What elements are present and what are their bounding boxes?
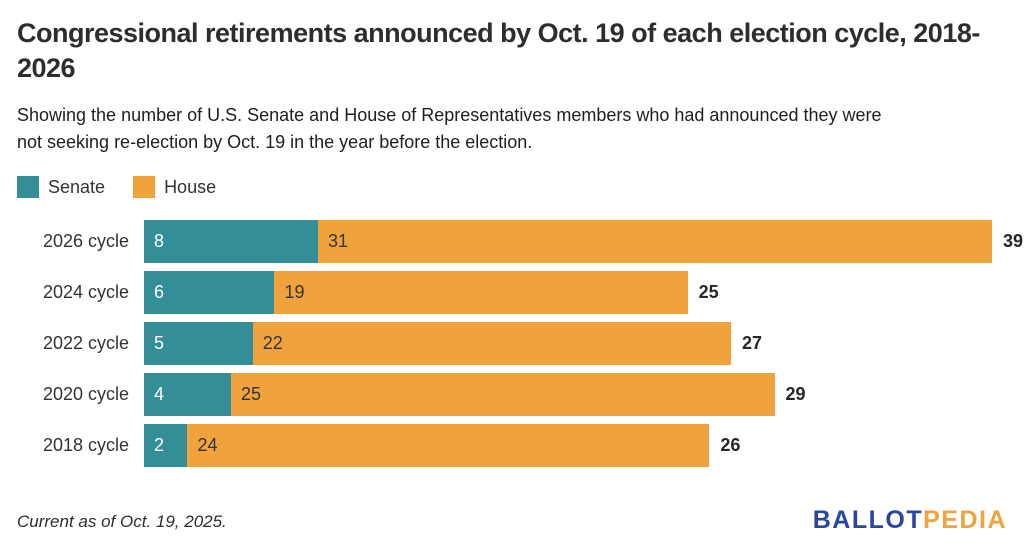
total-label: 29 — [785, 384, 806, 405]
house-color-swatch — [133, 176, 156, 199]
legend-item-senate: Senate — [17, 176, 106, 199]
chart-row: 2022 cycle 5 22 27 — [17, 322, 1007, 366]
chart-row: 2026 cycle 8 31 39 — [17, 220, 1023, 264]
footnote: Current as of Oct. 19, 2025. — [17, 512, 227, 531]
house-bar-segment: 25 — [230, 373, 775, 417]
senate-value-label: 2 — [154, 435, 165, 456]
chart-row: 2018 cycle 2 24 26 — [17, 424, 1007, 468]
total-label: 25 — [698, 282, 719, 303]
house-value-label: 24 — [197, 435, 218, 456]
category-label: 2018 cycle — [42, 435, 129, 456]
legend-label-senate: Senate — [48, 176, 106, 197]
senate-value-label: 8 — [154, 231, 165, 252]
footer: Current as of Oct. 19, 2025. BALLOTPEDIA — [17, 506, 1007, 535]
house-bar-segment: 22 — [252, 322, 732, 366]
chart-title: Congressional retirements announced by O… — [17, 18, 980, 84]
total-label: 27 — [742, 333, 763, 354]
bar-track: 8 31 — [144, 220, 992, 264]
senate-bar-segment: 8 — [144, 220, 318, 264]
chart: 2026 cycle 8 31 39 2024 cycle 6 19 25 2022 cycle… — [17, 220, 1023, 468]
chart-row: 2024 cycle 6 19 25 — [17, 271, 1007, 315]
category-label: 2020 cycle — [42, 384, 129, 405]
bar-track: 2 24 — [144, 424, 710, 468]
category-label: 2026 cycle — [42, 231, 129, 252]
house-value-label: 25 — [240, 384, 261, 405]
senate-bar-segment: 5 — [144, 322, 253, 366]
house-value-label: 19 — [284, 282, 305, 303]
house-value-label: 31 — [327, 231, 348, 252]
senate-color-swatch — [17, 176, 39, 199]
logo-pedia: PEDIA — [923, 506, 1007, 534]
senate-value-label: 6 — [154, 282, 165, 303]
house-bar-segment: 31 — [317, 220, 992, 264]
category-label: 2024 cycle — [42, 282, 129, 303]
chart-subtitle: Showing the number of U.S. Senate and Ho… — [17, 105, 882, 153]
total-label: 26 — [720, 435, 741, 456]
chart-row: 2020 cycle 4 25 29 — [17, 373, 1007, 417]
bar-track: 4 25 — [144, 373, 775, 417]
category-label: 2022 cycle — [42, 333, 129, 354]
logo-ballot: BALLOT — [812, 506, 924, 534]
legend-label-house: House — [164, 176, 217, 197]
senate-value-label: 5 — [154, 333, 165, 354]
bar-track: 6 19 — [144, 271, 688, 315]
legend: Senate House — [17, 176, 1007, 199]
ballotpedia-logo: BALLOTPEDIA — [813, 506, 1007, 535]
house-bar-segment: 24 — [187, 424, 710, 468]
legend-item-house: House — [133, 176, 217, 199]
total-label: 39 — [1002, 231, 1024, 252]
house-bar-segment: 19 — [274, 271, 688, 315]
bar-track: 5 22 — [144, 322, 732, 366]
senate-bar-segment: 6 — [144, 271, 275, 315]
senate-value-label: 4 — [154, 384, 165, 405]
senate-bar-segment: 2 — [144, 424, 188, 468]
senate-bar-segment: 4 — [144, 373, 231, 417]
house-value-label: 22 — [262, 333, 283, 354]
